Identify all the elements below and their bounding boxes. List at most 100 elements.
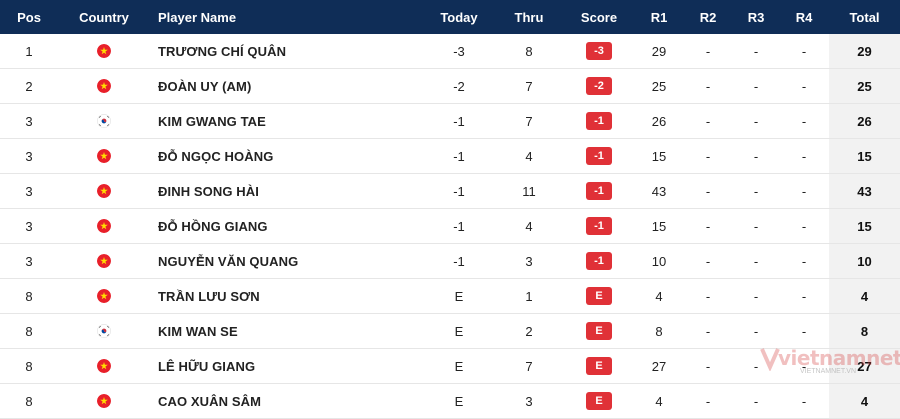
score-badge: -1 bbox=[586, 252, 612, 270]
pos-cell: 1 bbox=[0, 34, 58, 68]
player-name[interactable]: KIM GWANG TAE bbox=[158, 104, 418, 138]
r1-cell: 4 bbox=[636, 279, 682, 313]
pos-cell: 3 bbox=[0, 174, 58, 208]
r2-cell: - bbox=[685, 174, 731, 208]
total-cell: 26 bbox=[829, 104, 900, 138]
header-pos[interactable]: Pos bbox=[17, 9, 41, 25]
score-cell: -1 bbox=[568, 209, 630, 243]
total-cell-text: 8 bbox=[860, 323, 869, 339]
pos-cell: 3 bbox=[0, 209, 58, 243]
total-column-bg bbox=[829, 244, 900, 278]
r1-cell: 15 bbox=[636, 139, 682, 173]
thru-cell: 4 bbox=[498, 209, 560, 243]
vietnam-flag-icon bbox=[97, 79, 111, 93]
r4-cell: - bbox=[781, 384, 827, 418]
thru-cell-text: 3 bbox=[525, 253, 533, 269]
r3-cell-text: - bbox=[753, 358, 759, 374]
table-row[interactable]: 3 ĐỖ HỒNG GIANG -1 4 -1 15 - - - 15 bbox=[0, 209, 900, 244]
r2-cell: - bbox=[685, 314, 731, 348]
score-cell: E bbox=[568, 349, 630, 383]
r4-cell-text: - bbox=[801, 218, 807, 234]
header-today[interactable]: Today bbox=[440, 9, 478, 25]
r4-cell-text: - bbox=[801, 358, 807, 374]
table-row[interactable]: 3 ĐINH SONG HÀI -1 11 -1 43 - - - 43 bbox=[0, 174, 900, 209]
country-cell bbox=[58, 244, 150, 278]
today-cell: E bbox=[428, 279, 490, 313]
pos-cell-text: 3 bbox=[25, 253, 33, 269]
table-row[interactable]: 8 TRẦN LƯU SƠN E 1 E 4 - - - 4 bbox=[0, 279, 900, 314]
table-row[interactable]: 1 TRƯƠNG CHÍ QUÂN -3 8 -3 29 - - - 29 bbox=[0, 34, 900, 69]
header-score[interactable]: Score bbox=[580, 9, 618, 25]
r4-cell-text: - bbox=[801, 393, 807, 409]
r3-cell: - bbox=[733, 174, 779, 208]
thru-cell-text: 11 bbox=[522, 183, 536, 199]
r1-cell: 4 bbox=[636, 384, 682, 418]
vietnam-flag-icon bbox=[97, 149, 111, 163]
r4-cell: - bbox=[781, 209, 827, 243]
thru-cell-text: 7 bbox=[525, 113, 533, 129]
player-name[interactable]: LÊ HỮU GIANG bbox=[158, 349, 418, 383]
player-name[interactable]: ĐỖ NGỌC HOÀNG bbox=[158, 139, 418, 173]
pos-cell: 3 bbox=[0, 139, 58, 173]
table-row[interactable]: 3 KIM GWANG TAE -1 7 -1 26 - - - 26 bbox=[0, 104, 900, 139]
country-cell bbox=[58, 139, 150, 173]
r1-cell-text: 8 bbox=[655, 323, 663, 339]
today-cell: -2 bbox=[428, 69, 490, 103]
r4-cell: - bbox=[781, 279, 827, 313]
score-badge: -2 bbox=[586, 77, 612, 95]
player-name[interactable]: TRƯƠNG CHÍ QUÂN bbox=[158, 34, 418, 68]
r3-cell: - bbox=[733, 139, 779, 173]
r2-cell-text: - bbox=[705, 358, 711, 374]
player-name[interactable]: ĐINH SONG HÀI bbox=[158, 174, 418, 208]
today-cell: E bbox=[428, 349, 490, 383]
total-column-bg bbox=[829, 104, 900, 138]
country-cell bbox=[58, 384, 150, 418]
player-name[interactable]: NGUYỄN VĂN QUANG bbox=[158, 244, 418, 278]
player-name[interactable]: CAO XUÂN SÂM bbox=[158, 384, 418, 418]
table-row[interactable]: 3 ĐỖ NGỌC HOÀNG -1 4 -1 15 - - - 15 bbox=[0, 139, 900, 174]
header-total[interactable]: Total bbox=[849, 9, 880, 25]
thru-cell: 1 bbox=[498, 279, 560, 313]
pos-cell-text: 8 bbox=[25, 323, 33, 339]
score-cell: -1 bbox=[568, 139, 630, 173]
total-column-bg bbox=[829, 139, 900, 173]
score-badge: E bbox=[586, 287, 612, 305]
header-r2[interactable]: R2 bbox=[699, 9, 717, 25]
header-r1[interactable]: R1 bbox=[650, 9, 668, 25]
r4-cell-text: - bbox=[801, 148, 807, 164]
r1-cell: 8 bbox=[636, 314, 682, 348]
score-badge: E bbox=[586, 322, 612, 340]
score-cell: -1 bbox=[568, 174, 630, 208]
header-r4[interactable]: R4 bbox=[795, 9, 813, 25]
r2-cell-text: - bbox=[705, 288, 711, 304]
header-player-name[interactable]: Player Name bbox=[158, 9, 237, 25]
header-thru[interactable]: Thru bbox=[514, 9, 544, 25]
r3-cell-text: - bbox=[753, 43, 759, 59]
today-cell-text: -1 bbox=[453, 218, 465, 234]
table-row[interactable]: 8 CAO XUÂN SÂM E 3 E 4 - - - 4 bbox=[0, 384, 900, 419]
r3-cell: - bbox=[733, 69, 779, 103]
header-country[interactable]: Country bbox=[79, 9, 129, 25]
r1-cell-text: 43 bbox=[651, 183, 667, 199]
r4-cell: - bbox=[781, 69, 827, 103]
r4-cell: - bbox=[781, 174, 827, 208]
thru-cell: 3 bbox=[498, 244, 560, 278]
r4-cell-text: - bbox=[801, 78, 807, 94]
table-row[interactable]: 2 ĐOÀN UY (AM) -2 7 -2 25 - - - 25 bbox=[0, 69, 900, 104]
table-row[interactable]: 8 KIM WAN SE E 2 E 8 - - - 8 bbox=[0, 314, 900, 349]
player-name[interactable]: ĐOÀN UY (AM) bbox=[158, 69, 418, 103]
table-row[interactable]: 8 LÊ HỮU GIANG E 7 E 27 - - - 27 bbox=[0, 349, 900, 384]
player-name[interactable]: TRẦN LƯU SƠN bbox=[158, 279, 418, 313]
r2-cell-text: - bbox=[705, 393, 711, 409]
player-name-text: ĐỖ HỒNG GIANG bbox=[158, 218, 268, 234]
r2-cell: - bbox=[685, 279, 731, 313]
r2-cell: - bbox=[685, 349, 731, 383]
player-name[interactable]: ĐỖ HỒNG GIANG bbox=[158, 209, 418, 243]
header-r3[interactable]: R3 bbox=[747, 9, 765, 25]
table-row[interactable]: 3 NGUYỄN VĂN QUANG -1 3 -1 10 - - - 10 bbox=[0, 244, 900, 279]
pos-cell: 3 bbox=[0, 104, 58, 138]
today-cell: -1 bbox=[428, 209, 490, 243]
r2-cell: - bbox=[685, 244, 731, 278]
total-column-bg bbox=[829, 349, 900, 383]
player-name[interactable]: KIM WAN SE bbox=[158, 314, 418, 348]
